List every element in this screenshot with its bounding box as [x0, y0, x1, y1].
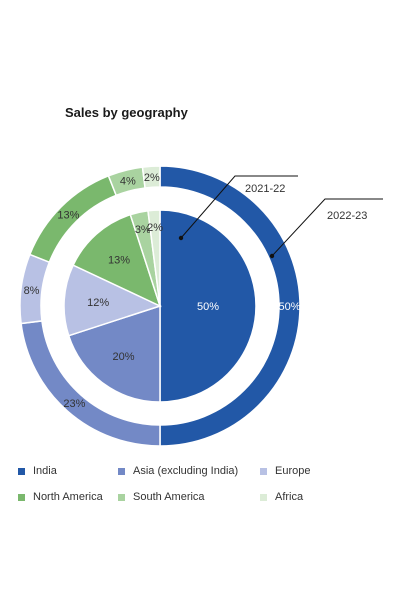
- legend-item-asia-excluding-india: Asia (excluding India): [118, 465, 260, 477]
- legend-swatch: [18, 467, 25, 475]
- inner-slice-africa: [147, 209, 161, 307]
- inner-label-north-america: 13%: [108, 254, 130, 266]
- legend-label: South America: [133, 491, 205, 503]
- legend-swatch: [118, 493, 125, 501]
- legend-swatch: [18, 493, 25, 501]
- legend-item-north-america: North America: [18, 491, 118, 503]
- inner-label-asia-excluding-india: 20%: [113, 351, 135, 363]
- legend-item-africa: Africa: [260, 491, 380, 503]
- inner-label-africa: 2%: [147, 222, 163, 234]
- callout-line-2022-23: [271, 198, 383, 257]
- legend-item-europe: Europe: [260, 465, 380, 477]
- inner-label-south-america: 3%: [135, 224, 151, 236]
- legend-label: North America: [33, 491, 103, 503]
- outer-label-south-america: 4%: [120, 176, 136, 188]
- legend-swatch: [260, 467, 267, 475]
- outer-label-europe: 8%: [24, 285, 40, 297]
- series-label-2022-23: 2022-23: [327, 210, 367, 222]
- inner-slice-asia-excluding-india: [67, 304, 161, 403]
- inner-label-india: 50%: [197, 301, 219, 313]
- inner-label-europe: 12%: [87, 297, 109, 309]
- legend-label: Africa: [275, 491, 304, 503]
- outer-label-asia-excluding-india: 23%: [63, 398, 85, 410]
- outer-slice-africa: [141, 165, 161, 189]
- legend-item-south-america: South America: [118, 491, 260, 503]
- outer-label-india: 50%: [278, 301, 300, 313]
- outer-label-north-america: 13%: [57, 209, 79, 221]
- callout-line-2021-22: [180, 175, 298, 239]
- legend-swatch: [118, 467, 125, 475]
- outer-label-africa: 2%: [144, 172, 160, 184]
- chart-legend: India Asia (excluding India) Europe North A…: [18, 465, 388, 503]
- legend-item-india: India: [18, 465, 118, 477]
- legend-label: Asia (excluding India): [133, 465, 239, 477]
- callout-dot-2021-22: [178, 235, 184, 241]
- series-label-2021-22: 2021-22: [245, 183, 285, 195]
- legend-label: Europe: [275, 465, 311, 477]
- inner-slice-north-america: [72, 213, 162, 308]
- callout-dot-2022-23: [269, 253, 275, 259]
- chart-title: Sales by geography: [65, 105, 188, 120]
- legend-swatch: [260, 493, 267, 501]
- legend-label: India: [33, 465, 57, 477]
- inner-slice-europe: [63, 264, 163, 337]
